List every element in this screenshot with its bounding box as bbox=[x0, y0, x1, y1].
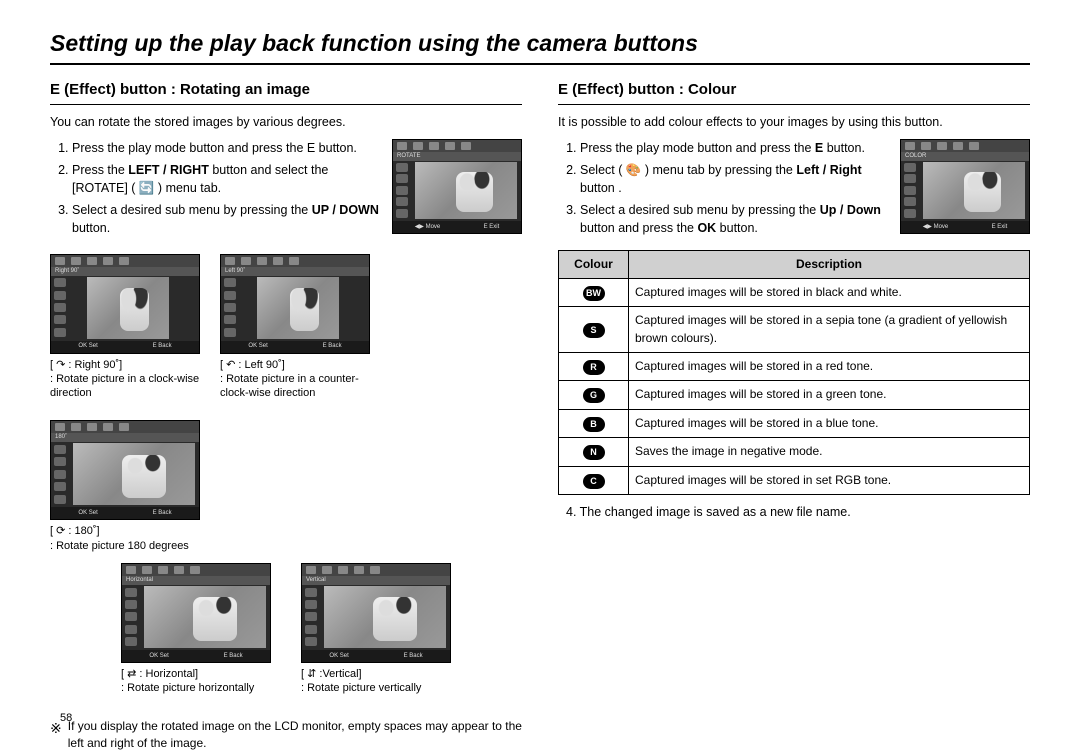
right-heading: E (Effect) button : Colour bbox=[558, 79, 1030, 105]
colour-pill-icon: C bbox=[583, 474, 605, 489]
left-heading: E (Effect) button : Rotating an image bbox=[50, 79, 522, 105]
thumb-foot-right: E Back bbox=[404, 652, 423, 661]
colour-icon-cell: B bbox=[559, 409, 629, 437]
thumb-foot-left: OK Set bbox=[78, 342, 97, 351]
thumb-caption: [ ⇵ :Vertical]: Rotate picture verticall… bbox=[301, 667, 451, 696]
note-row: ※ If you display the rotated image on th… bbox=[50, 718, 522, 752]
thumb-label: Vertical bbox=[302, 576, 450, 585]
list-item: Select a desired sub menu by pressing th… bbox=[72, 201, 382, 237]
colour-pill-icon: B bbox=[583, 417, 605, 432]
colour-desc-cell: Captured images will be stored in a sepi… bbox=[629, 307, 1030, 353]
right-top-row: Press the play mode button and press the… bbox=[558, 139, 1030, 242]
thumb-foot-left: ◀▶ Move bbox=[923, 223, 949, 232]
rotate-thumbs-row2: Horizontal OK Set E Back [ ⇄ : Horizontal]:… bbox=[50, 563, 522, 696]
colour-icon-cell: N bbox=[559, 438, 629, 466]
table-row: S Captured images will be stored in a sep… bbox=[559, 307, 1030, 353]
colour-table: Colour Description BW Captured images wil… bbox=[558, 250, 1030, 496]
thumb-foot-right: E Back bbox=[323, 342, 342, 351]
table-head-colour: Colour bbox=[559, 250, 629, 278]
thumb-foot-right: E Exit bbox=[484, 223, 500, 232]
thumb-foot-right: E Back bbox=[224, 652, 243, 661]
rotate-thumb: 180˚ OK Set E Back [ ⟳ : 180˚]: Rotate pict… bbox=[50, 420, 200, 553]
list-item: Press the LEFT / RIGHT button and select… bbox=[72, 161, 382, 197]
right-steps-list: Press the play mode button and press the… bbox=[558, 139, 890, 238]
left-steps-block: Press the play mode button and press the… bbox=[50, 139, 382, 242]
thumb-foot-right: E Back bbox=[153, 342, 172, 351]
thumb-caption: [ ⟳ : 180˚]: Rotate picture 180 degrees bbox=[50, 524, 200, 553]
colour-desc-cell: Captured images will be stored in a red … bbox=[629, 353, 1030, 381]
colour-icon-cell: C bbox=[559, 466, 629, 494]
thumb-caption: [ ↶ : Left 90˚]: Rotate picture in a cou… bbox=[220, 358, 370, 401]
left-top-row: Press the play mode button and press the… bbox=[50, 139, 522, 242]
thumb-caption: [ ↷ : Right 90˚]: Rotate picture in a cl… bbox=[50, 358, 200, 401]
camera-preview-small: Vertical OK Set E Back bbox=[301, 563, 451, 663]
list-item: Select ( 🎨 ) menu tab by pressing the Le… bbox=[580, 161, 890, 197]
thumb-label: Horizontal bbox=[122, 576, 270, 585]
colour-desc-cell: Captured images will be stored in a gree… bbox=[629, 381, 1030, 409]
thumb-foot-left: OK Set bbox=[329, 652, 348, 661]
thumb-label: Right 90˚ bbox=[51, 267, 199, 276]
rotate-thumb: Left 90˚ OK Set E Back [ ↶ : Left 90˚]: Rot… bbox=[220, 254, 370, 401]
colour-icon-cell: S bbox=[559, 307, 629, 353]
camera-preview-rotate: ROTATE ◀▶ Move E Exit bbox=[392, 139, 522, 234]
thumb-label: 180˚ bbox=[51, 433, 199, 442]
colour-icon-cell: BW bbox=[559, 278, 629, 306]
rotate-thumbs-row1: Right 90˚ OK Set E Back [ ↷ : Right 90˚]: R… bbox=[50, 254, 522, 553]
colour-icon-cell: R bbox=[559, 353, 629, 381]
table-row: G Captured images will be stored in a gre… bbox=[559, 381, 1030, 409]
table-row: BW Captured images will be stored in blac… bbox=[559, 278, 1030, 306]
page-title: Setting up the play back function using … bbox=[50, 30, 1030, 65]
left-steps-list: Press the play mode button and press the… bbox=[50, 139, 382, 238]
step-4-text: 4. The changed image is saved as a new f… bbox=[558, 503, 1030, 521]
camera-preview-small: Right 90˚ OK Set E Back bbox=[50, 254, 200, 354]
two-column-layout: E (Effect) button : Rotating an image Yo… bbox=[50, 79, 1030, 752]
list-item: Press the play mode button and press the… bbox=[580, 139, 890, 157]
list-item: Select a desired sub menu by pressing th… bbox=[580, 201, 890, 237]
left-column: E (Effect) button : Rotating an image Yo… bbox=[50, 79, 522, 752]
camera-preview-colour: COLOR ◀▶ Move E Exit bbox=[900, 139, 1030, 234]
thumb-caption: [ ⇄ : Horizontal]: Rotate picture horizo… bbox=[121, 667, 271, 696]
colour-pill-icon: G bbox=[583, 388, 605, 403]
thumb-label: ROTATE bbox=[393, 152, 521, 161]
thumb-foot-left: OK Set bbox=[78, 509, 97, 518]
thumb-foot-left: OK Set bbox=[149, 652, 168, 661]
camera-preview-small: 180˚ OK Set E Back bbox=[50, 420, 200, 520]
thumb-foot-right: E Back bbox=[153, 509, 172, 518]
rotate-thumb: Vertical OK Set E Back [ ⇵ :Vertical]: Rota… bbox=[301, 563, 451, 696]
page-number: 58 bbox=[60, 712, 72, 724]
table-row: C Captured images will be stored in set R… bbox=[559, 466, 1030, 494]
thumb-label: COLOR bbox=[901, 152, 1029, 161]
table-row: B Captured images will be stored in a blu… bbox=[559, 409, 1030, 437]
colour-desc-cell: Captured images will be stored in a blue… bbox=[629, 409, 1030, 437]
colour-desc-cell: Saves the image in negative mode. bbox=[629, 438, 1030, 466]
right-column: E (Effect) button : Colour It is possibl… bbox=[558, 79, 1030, 752]
left-intro: You can rotate the stored images by vari… bbox=[50, 113, 522, 131]
colour-pill-icon: N bbox=[583, 445, 605, 460]
colour-desc-cell: Captured images will be stored in black … bbox=[629, 278, 1030, 306]
note-text: If you display the rotated image on the … bbox=[68, 718, 522, 752]
colour-table-body: BW Captured images will be stored in blac… bbox=[559, 278, 1030, 494]
colour-pill-icon: S bbox=[583, 323, 605, 338]
colour-desc-cell: Captured images will be stored in set RG… bbox=[629, 466, 1030, 494]
camera-preview-small: Left 90˚ OK Set E Back bbox=[220, 254, 370, 354]
colour-icon-cell: G bbox=[559, 381, 629, 409]
rotate-thumb: Horizontal OK Set E Back [ ⇄ : Horizontal]:… bbox=[121, 563, 271, 696]
thumb-foot-right: E Exit bbox=[992, 223, 1008, 232]
table-row: N Saves the image in negative mode. bbox=[559, 438, 1030, 466]
camera-preview-small: Horizontal OK Set E Back bbox=[121, 563, 271, 663]
rotate-thumb: Right 90˚ OK Set E Back [ ↷ : Right 90˚]: R… bbox=[50, 254, 200, 401]
colour-pill-icon: BW bbox=[583, 286, 605, 301]
thumb-foot-left: OK Set bbox=[248, 342, 267, 351]
table-row: R Captured images will be stored in a red… bbox=[559, 353, 1030, 381]
colour-pill-icon: R bbox=[583, 360, 605, 375]
right-intro: It is possible to add colour effects to … bbox=[558, 113, 1030, 131]
right-steps-block: Press the play mode button and press the… bbox=[558, 139, 890, 242]
thumb-foot-left: ◀▶ Move bbox=[415, 223, 441, 232]
list-item: Press the play mode button and press the… bbox=[72, 139, 382, 157]
table-head-desc: Description bbox=[629, 250, 1030, 278]
thumb-label: Left 90˚ bbox=[221, 267, 369, 276]
